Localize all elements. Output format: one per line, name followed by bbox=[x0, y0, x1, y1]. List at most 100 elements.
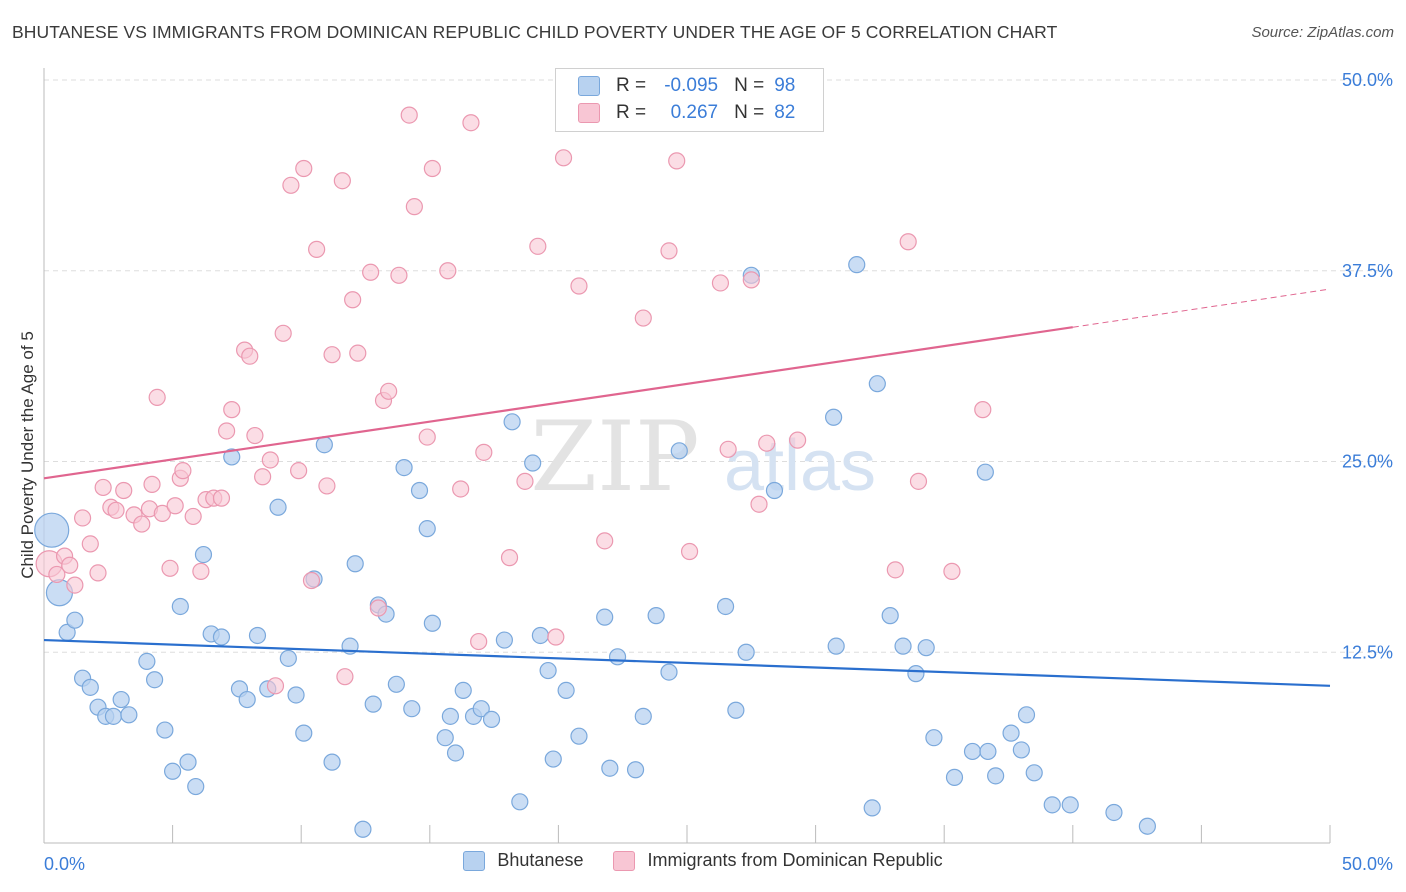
dominican-point bbox=[241, 347, 259, 365]
bhutanese-point bbox=[364, 695, 382, 713]
bhutanese-point bbox=[248, 626, 267, 645]
bhutanese-point bbox=[727, 701, 745, 719]
bhutanese-point bbox=[765, 481, 784, 500]
dominican-point bbox=[418, 428, 436, 446]
bhutanese-point bbox=[987, 767, 1005, 785]
dominican-point bbox=[153, 504, 171, 522]
dominican-point bbox=[48, 565, 66, 584]
n-value: 98 bbox=[774, 75, 796, 96]
bhutanese-point bbox=[626, 761, 645, 779]
r-label: R = bbox=[616, 102, 647, 123]
bhutanese-point bbox=[868, 375, 886, 393]
bhutanese-point bbox=[279, 649, 297, 667]
dominican-point bbox=[323, 346, 341, 364]
bhutanese-point bbox=[544, 750, 562, 768]
dominican-point bbox=[547, 628, 565, 646]
dominican-point bbox=[516, 472, 534, 490]
bhutanese-point bbox=[194, 545, 213, 564]
bhutanese-point bbox=[212, 628, 231, 646]
bhutanese-point bbox=[446, 744, 465, 762]
dominican-point bbox=[943, 562, 961, 580]
dominican-point bbox=[974, 401, 992, 419]
dominican-point bbox=[439, 262, 457, 280]
bhutanese-point bbox=[315, 436, 333, 454]
y-tick-label: 37.5% bbox=[1342, 261, 1393, 281]
dominican-point bbox=[94, 478, 112, 497]
series-legend: Bhutanese Immigrants from Dominican Repu… bbox=[0, 850, 1406, 871]
legend-item-bhutanese[interactable]: Bhutanese bbox=[463, 850, 583, 871]
dominican-point bbox=[133, 515, 151, 533]
n-value: 82 bbox=[774, 102, 796, 123]
bhutanese-point bbox=[1012, 741, 1030, 759]
dominican-point bbox=[212, 489, 231, 507]
dominican-point bbox=[634, 309, 652, 327]
x-tick-label: 50.0% bbox=[1342, 854, 1393, 874]
dominican-point bbox=[344, 291, 362, 309]
chart-source: Source: ZipAtlas.com bbox=[1251, 24, 1394, 41]
r-label: R = bbox=[616, 75, 647, 96]
dominican-trend-extension bbox=[1072, 288, 1331, 328]
bhutanese-point bbox=[1017, 706, 1036, 724]
bhutanese-point bbox=[570, 727, 588, 745]
bhutanese-point bbox=[138, 652, 156, 671]
bhutanese-point bbox=[187, 777, 205, 796]
dominican-point bbox=[161, 559, 179, 577]
dominican-point bbox=[750, 495, 768, 513]
bhutanese-point bbox=[112, 690, 130, 709]
bhutanese-point bbox=[295, 724, 313, 742]
bhutanese-point bbox=[1025, 764, 1043, 782]
y-tick-label: 12.5% bbox=[1342, 642, 1393, 662]
axes bbox=[43, 68, 1331, 844]
bhutanese-point bbox=[557, 681, 575, 700]
dominican-point bbox=[452, 480, 470, 498]
bhutanese-point bbox=[907, 665, 925, 683]
y-tick-label: 50.0% bbox=[1342, 70, 1393, 90]
bhutanese-point bbox=[287, 686, 305, 704]
bhutanese-point bbox=[120, 706, 138, 724]
bhutanese-point bbox=[179, 753, 197, 771]
bhutanese-point bbox=[495, 631, 513, 649]
x-tick-label: 0.0% bbox=[44, 854, 85, 874]
r-value: 0.267 bbox=[670, 102, 719, 123]
bhutanese-point bbox=[441, 707, 459, 725]
dominican-point bbox=[89, 564, 107, 582]
bhutanese-point bbox=[238, 690, 256, 709]
dominican-point bbox=[318, 477, 336, 495]
bhutanese-point bbox=[737, 643, 755, 661]
dominican-point bbox=[596, 532, 614, 550]
dominican-point bbox=[261, 451, 279, 469]
dominican-point bbox=[475, 443, 493, 461]
dominican-point bbox=[405, 198, 423, 216]
bhutanese-point bbox=[976, 463, 994, 481]
bhutanese-point bbox=[827, 637, 845, 655]
dominican-point bbox=[66, 576, 84, 594]
dominican-point bbox=[742, 271, 760, 289]
bhutanese-point bbox=[354, 820, 372, 838]
bhutanese-point bbox=[104, 707, 123, 725]
dominican-point bbox=[554, 149, 573, 167]
dominican-point bbox=[362, 263, 380, 281]
dominican-point bbox=[282, 176, 300, 194]
bhutanese-point bbox=[917, 639, 935, 657]
bhutanese-point bbox=[647, 607, 665, 625]
bhutanese-point bbox=[670, 442, 688, 460]
bhutanese-point bbox=[979, 742, 997, 761]
bhutanese-point bbox=[482, 710, 501, 728]
dominican-point bbox=[500, 549, 519, 567]
dominican-legend-icon bbox=[613, 850, 636, 871]
legend-label: Immigrants from Dominican Republic bbox=[647, 850, 943, 870]
bhutanese-point bbox=[1061, 796, 1079, 814]
dominican-point bbox=[400, 106, 418, 124]
bhutanese-point bbox=[716, 597, 735, 616]
bhutanese-point bbox=[511, 793, 529, 811]
bhutanese-point bbox=[223, 448, 241, 466]
dominican-point bbox=[166, 497, 184, 515]
bhutanese-point bbox=[634, 707, 652, 725]
dominican-point bbox=[369, 599, 387, 617]
dominican-point bbox=[333, 172, 351, 190]
watermark-zip: ZIP bbox=[530, 401, 699, 513]
legend-item-dominican[interactable]: Immigrants from Dominican Republic bbox=[613, 850, 943, 871]
bhutanese-point bbox=[531, 626, 549, 645]
bhutanese-point bbox=[963, 742, 982, 761]
n-label: N = bbox=[734, 102, 765, 123]
